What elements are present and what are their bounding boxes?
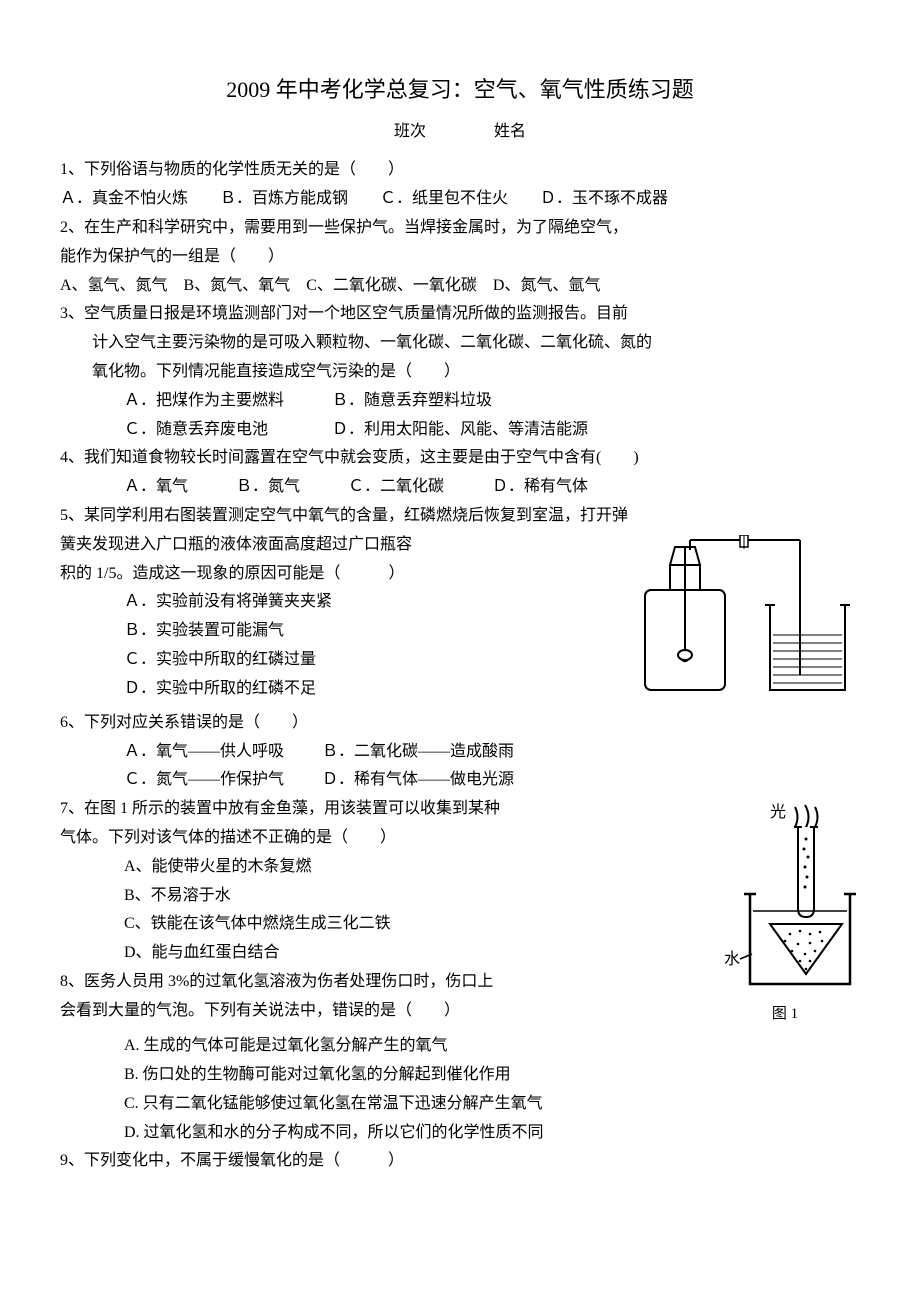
q1-options: Ａ．真金不怕火炼 Ｂ．百炼方能成钢 Ｃ．纸里包不住火 Ｄ．玉不琢不成器 [60, 185, 860, 214]
q8-optC: C. 只有二氧化锰能够使过氧化氢在常温下迅速分解产生氧气 [60, 1090, 860, 1119]
name-label: 姓名 [494, 123, 526, 140]
q6-options-row2: Ｃ．氮气——作保护气 Ｄ．稀有气体——做电光源 [60, 766, 860, 795]
q3-optC: Ｃ．随意丢弃废电池 [124, 421, 268, 438]
q8-optD: D. 过氧化氢和水的分子构成不同，所以它们的化学性质不同 [60, 1119, 860, 1148]
page-title: 2009 年中考化学总复习：空气、氧气性质练习题 [60, 70, 860, 110]
q3-options-row1: Ａ．把煤作为主要燃料 Ｂ．随意丢弃塑料垃圾 [60, 387, 860, 416]
fig7-water-label: 水 [724, 950, 740, 968]
q5-figure [630, 535, 860, 705]
q7-figure: 光 [710, 799, 860, 1028]
q3-optB: Ｂ．随意丢弃塑料垃圾 [332, 392, 492, 409]
q2-stem-line2: 能作为保护气的一组是（ ） [60, 243, 860, 272]
q1-stem: 1、下列俗语与物质的化学性质无关的是（ ） [60, 156, 860, 185]
q6-optA: Ａ．氧气——供人呼吸 [124, 743, 284, 760]
q3-optA: Ａ．把煤作为主要燃料 [124, 392, 284, 409]
q3-optD: Ｄ．利用太阳能、风能、等清洁能源 [332, 421, 588, 438]
q6-optD: Ｄ．稀有气体——做电光源 [322, 771, 514, 788]
q3-stem-line1: 3、空气质量日报是环境监测部门对一个地区空气质量情况所做的监测报告。目前 [60, 300, 860, 329]
class-label: 班次 [394, 123, 426, 140]
header-fields: 班次 姓名 [60, 118, 860, 147]
q8-optA: A. 生成的气体可能是过氧化氢分解产生的氧气 [60, 1032, 860, 1061]
q8-optB: B. 伤口处的生物酶可能对过氧化氢的分解起到催化作用 [60, 1061, 860, 1090]
fig7-light-label: 光 [770, 803, 786, 821]
q2-stem-line1: 2、在生产和科学研究中，需要用到一些保护气。当焊接金属时，为了隔绝空气， [60, 214, 860, 243]
q4-stem: 4、我们知道食物较长时间露置在空气中就会变质，这主要是由于空气中含有( ) [60, 444, 860, 473]
q6-optC: Ｃ．氮气——作保护气 [124, 771, 284, 788]
q3-stem-line3: 氧化物。下列情况能直接造成空气污染的是（ ） [60, 358, 860, 387]
q5-stem-line1: 5、某同学利用右图装置测定空气中氧气的含量，红磷燃烧后恢复到室温，打开弹 [60, 502, 860, 531]
q6-optB: Ｂ．二氧化碳——造成酸雨 [322, 743, 514, 760]
q9-stem: 9、下列变化中，不属于缓慢氧化的是（ ） [60, 1147, 860, 1176]
q3-stem-line2: 计入空气主要污染物的是可吸入颗粒物、一氧化碳、二氧化碳、二氧化硫、氮的 [60, 329, 860, 358]
q3-options-row2: Ｃ．随意丢弃废电池 Ｄ．利用太阳能、风能、等清洁能源 [60, 416, 860, 445]
q6-options-row1: Ａ．氧气——供人呼吸 Ｂ．二氧化碳——造成酸雨 [60, 738, 860, 767]
q6-stem: 6、下列对应关系错误的是（ ） [60, 709, 860, 738]
q2-options: A、氢气、氮气 B、氮气、氧气 C、二氧化碳、一氧化碳 D、氮气、氩气 [60, 272, 860, 301]
q4-options: Ａ．氧气 Ｂ．氮气 Ｃ．二氧化碳 Ｄ．稀有气体 [60, 473, 860, 502]
fig7-caption: 图 1 [710, 1001, 860, 1028]
